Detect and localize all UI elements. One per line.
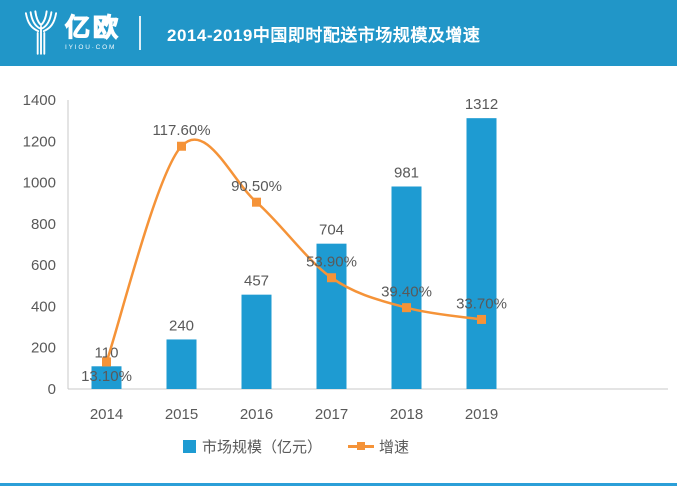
- bar-value-label: 1312: [465, 96, 498, 113]
- y-tick-label: 1200: [23, 133, 56, 150]
- combo-chart: 0 200 400 600 800 1000 1200 1400 110 2014 240 2015 4…: [23, 92, 668, 423]
- x-tick-label: 2015: [165, 406, 198, 423]
- growth-value-label: 53.90%: [306, 254, 357, 271]
- growth-value-label: 117.60%: [152, 122, 210, 139]
- chart-legend: 市场规模（亿元） 增速: [183, 436, 409, 457]
- y-tick-label: 200: [31, 340, 56, 357]
- brand-text-block: 亿欧 IYIOU·COM: [64, 13, 122, 51]
- bar-2015: [166, 339, 197, 389]
- yiou-y-logo-icon: [24, 10, 58, 55]
- growth-value-label: 13.10%: [81, 368, 132, 385]
- line-series-marker-icon: [348, 442, 375, 450]
- bar-value-label: 457: [244, 273, 269, 290]
- growth-value-label: 90.50%: [231, 178, 282, 195]
- brand-name: 亿欧: [64, 13, 122, 42]
- y-tick-label: 1000: [23, 175, 56, 192]
- bar-2019: [466, 118, 497, 389]
- y-tick-label: 1400: [23, 92, 56, 109]
- header-divider: [139, 16, 142, 50]
- bar-series-swatch-icon: [183, 440, 196, 453]
- y-tick-label: 400: [31, 298, 56, 315]
- x-tick-label: 2016: [240, 406, 273, 423]
- growth-value-label: 39.40%: [381, 284, 432, 301]
- bar-2016: [241, 294, 272, 389]
- growth-rate-line: [105, 138, 482, 363]
- bottom-rule: [0, 483, 677, 486]
- bar-2018: [391, 186, 422, 389]
- x-tick-label: 2014: [90, 406, 123, 423]
- page-title: 2014-2019中国即时配送市场规模及增速: [167, 25, 481, 45]
- line-series-label: 增速: [379, 439, 410, 456]
- bar-value-label: 110: [95, 344, 119, 361]
- bar-2017: [316, 243, 347, 389]
- bar-2014: [91, 366, 122, 389]
- brand-domain: IYIOU·COM: [65, 43, 117, 51]
- brand-logo: 亿欧 IYIOU·COM: [24, 10, 121, 56]
- y-tick-label: 0: [48, 381, 56, 398]
- x-tick-label: 2019: [465, 406, 498, 423]
- line-marker-2016: [252, 197, 261, 207]
- line-marker-2018: [402, 303, 411, 313]
- y-tick-label: 800: [31, 216, 56, 233]
- growth-value-label: 33.70%: [456, 295, 507, 312]
- bar-value-label: 240: [169, 317, 194, 334]
- x-tick-label: 2018: [390, 406, 423, 423]
- header-banner: 亿欧 IYIOU·COM 2014-2019中国即时配送市场规模及增速: [0, 0, 677, 66]
- x-tick-label: 2017: [315, 406, 348, 423]
- line-marker-2019: [477, 314, 486, 324]
- line-marker-2015: [177, 141, 186, 151]
- bar-value-label: 981: [394, 164, 419, 181]
- y-tick-label: 600: [31, 257, 56, 274]
- line-marker-2014: [102, 357, 111, 367]
- bar-value-label: 704: [319, 222, 344, 239]
- bar-series-label: 市场规模（亿元）: [202, 439, 323, 456]
- line-marker-2017: [327, 273, 336, 283]
